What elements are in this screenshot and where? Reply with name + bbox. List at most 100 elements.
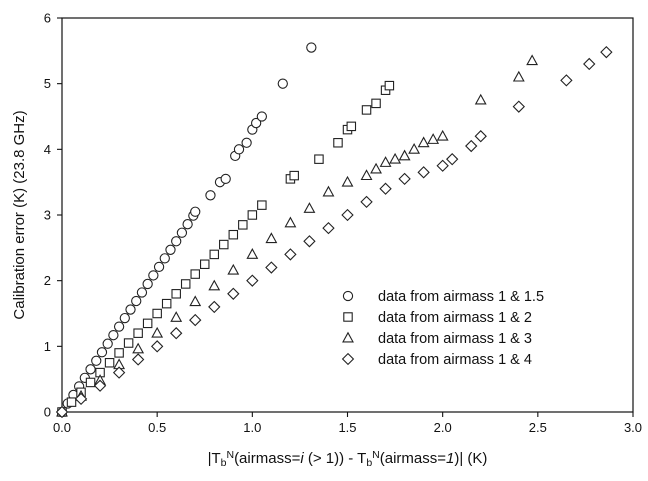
- square-point: [114, 348, 124, 358]
- circle-point: [148, 270, 159, 281]
- square-point: [171, 289, 181, 299]
- circle-point: [136, 287, 148, 298]
- circle-point: [171, 236, 182, 247]
- legend-square-marker: [343, 312, 353, 322]
- circle-point: [241, 137, 252, 148]
- square-point: [333, 138, 343, 148]
- series-4: [55, 45, 613, 419]
- x-tick-label: 0.0: [53, 420, 71, 435]
- square-point: [104, 357, 115, 368]
- circle-point: [306, 42, 317, 53]
- square-point: [152, 308, 162, 319]
- circle-point: [85, 364, 96, 375]
- diamond-point: [208, 300, 221, 314]
- circle-point: [113, 321, 125, 332]
- x-tick-label: 1.5: [338, 420, 356, 435]
- series-2: [57, 80, 395, 417]
- square-point: [123, 338, 134, 348]
- circle-point: [96, 347, 108, 358]
- circle-point: [205, 190, 216, 201]
- square-point: [161, 298, 172, 309]
- triangle-point: [436, 129, 449, 141]
- x-tick-label: 3.0: [624, 420, 642, 435]
- diamond-point: [265, 261, 278, 274]
- triangle-point: [189, 295, 202, 307]
- triangle-point: [398, 149, 411, 161]
- diamond-point: [55, 405, 69, 419]
- legend-label: data from airmass 1 & 2: [378, 310, 532, 326]
- square-point: [200, 259, 210, 269]
- circle-point: [250, 117, 262, 129]
- triangle-point: [132, 342, 145, 354]
- square-point: [85, 377, 96, 388]
- triangle-point: [303, 202, 316, 213]
- square-point: [361, 105, 372, 115]
- triangle-point: [370, 162, 382, 174]
- circle-point: [142, 278, 153, 290]
- y-tick-label: 3: [44, 208, 51, 223]
- y-tick-label: 0: [44, 405, 51, 420]
- diamond-point: [150, 340, 164, 353]
- square-point: [228, 229, 239, 240]
- square-point: [384, 80, 395, 91]
- diamond-point: [246, 274, 259, 287]
- legend-label: data from airmass 1 & 4: [378, 352, 532, 368]
- diamond-point: [379, 182, 392, 195]
- circle-point: [233, 144, 245, 155]
- diamond-point: [360, 195, 373, 209]
- circle-point: [176, 227, 188, 238]
- triangle-point: [322, 185, 335, 197]
- y-axis: 0 1 2 3 4 5 6: [44, 11, 62, 420]
- triangle-point: [526, 54, 539, 66]
- diamond-point: [131, 353, 145, 366]
- triangle-point: [284, 216, 297, 228]
- triangle-point: [379, 156, 392, 167]
- series-1: [56, 42, 317, 418]
- triangle-point: [474, 93, 487, 105]
- diamond-point: [303, 235, 316, 248]
- y-tick-label: 4: [44, 142, 51, 157]
- diamond-point: [583, 57, 596, 71]
- square-point: [289, 170, 299, 181]
- diamond-point: [600, 45, 613, 59]
- diamond-point: [112, 366, 126, 379]
- square-point: [371, 98, 381, 109]
- triangle-point: [512, 70, 525, 82]
- x-axis-title: |TbN(airmass=i (> 1)) - TbN(airmass=1)| …: [208, 449, 488, 469]
- triangle-point: [208, 279, 221, 291]
- diamond-point: [74, 392, 88, 406]
- circle-point: [91, 355, 102, 366]
- diamond-point: [322, 221, 335, 235]
- square-point: [219, 239, 229, 250]
- diamond-point: [512, 100, 525, 113]
- diamond-point: [227, 287, 240, 300]
- triangle-point: [389, 152, 402, 164]
- square-point: [180, 279, 191, 289]
- x-tick-label: 2.5: [529, 420, 547, 435]
- circle-point: [159, 253, 170, 264]
- diamond-point: [417, 166, 430, 179]
- circle-point: [165, 244, 176, 255]
- diamond-point: [474, 130, 487, 143]
- circle-point: [108, 330, 119, 341]
- triangle-point: [246, 248, 259, 259]
- diamond-point: [446, 153, 459, 166]
- square-point: [346, 121, 357, 132]
- diamond-point: [189, 313, 202, 327]
- triangle-point: [417, 136, 430, 148]
- triangle-point: [427, 133, 440, 144]
- x-tick-label: 2.0: [434, 420, 452, 435]
- y-tick-label: 2: [44, 273, 51, 288]
- circle-point: [102, 338, 113, 349]
- square-point: [257, 200, 267, 210]
- legend-label: data from airmass 1 & 3: [378, 331, 532, 347]
- circle-point: [153, 261, 165, 273]
- diamond-point: [284, 248, 297, 261]
- square-point: [238, 220, 248, 230]
- circle-point: [277, 78, 288, 89]
- triangle-point: [360, 169, 373, 181]
- square-point: [142, 318, 153, 329]
- legend: data from airmass 1 & 1.5 data from airma…: [341, 289, 544, 368]
- diamond-point: [560, 74, 573, 87]
- circle-point: [220, 173, 231, 185]
